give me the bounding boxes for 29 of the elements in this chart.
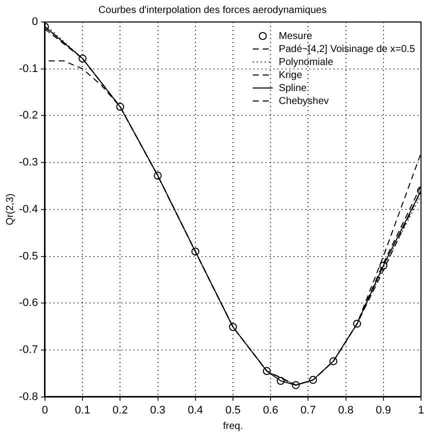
y-tick-label: -0.5 [18,250,38,262]
legend-label: Padé~[4,2] Voisinage de x=0.5 [278,44,416,55]
y-axis-title: Qr(2,3) [4,194,16,226]
y-tick-label: -0.6 [18,297,38,310]
x-tick-label: 0.1 [74,404,90,416]
x-tick-label: 0.5 [225,404,241,416]
legend-label: Mesure [278,30,313,42]
y-tick-label: -0.8 [18,390,38,403]
legend-label: Chebyshev [278,96,329,107]
x-tick-label: 0.4 [188,404,204,416]
y-tick-label: 0 [32,16,38,28]
y-tick-label: -0.7 [18,344,38,356]
y-tick-label: -0.2 [18,110,38,122]
legend-label: Spline [278,82,308,94]
x-tick-label: 0.7 [300,404,316,416]
x-tick-label: 0.8 [338,404,354,416]
x-tick-label: 0.6 [262,404,278,416]
x-axis-title: freq. [222,420,243,432]
x-tick-label: 1 [418,404,424,416]
y-tick-label: -0.3 [18,156,38,169]
x-tick-label: 0.3 [150,404,166,416]
legend-label: Krige [278,70,303,81]
x-tick-label: 0 [42,404,48,416]
y-tick-label: -0.4 [18,203,38,216]
legend-label: Polynomiale [278,56,334,68]
y-tick-label: -0.1 [18,62,38,75]
x-tick-label: 0.2 [112,404,128,416]
chart-title: Courbes d'interpolation des forces aerodynamiques [98,4,327,16]
x-tick-label: 0.9 [376,404,392,416]
